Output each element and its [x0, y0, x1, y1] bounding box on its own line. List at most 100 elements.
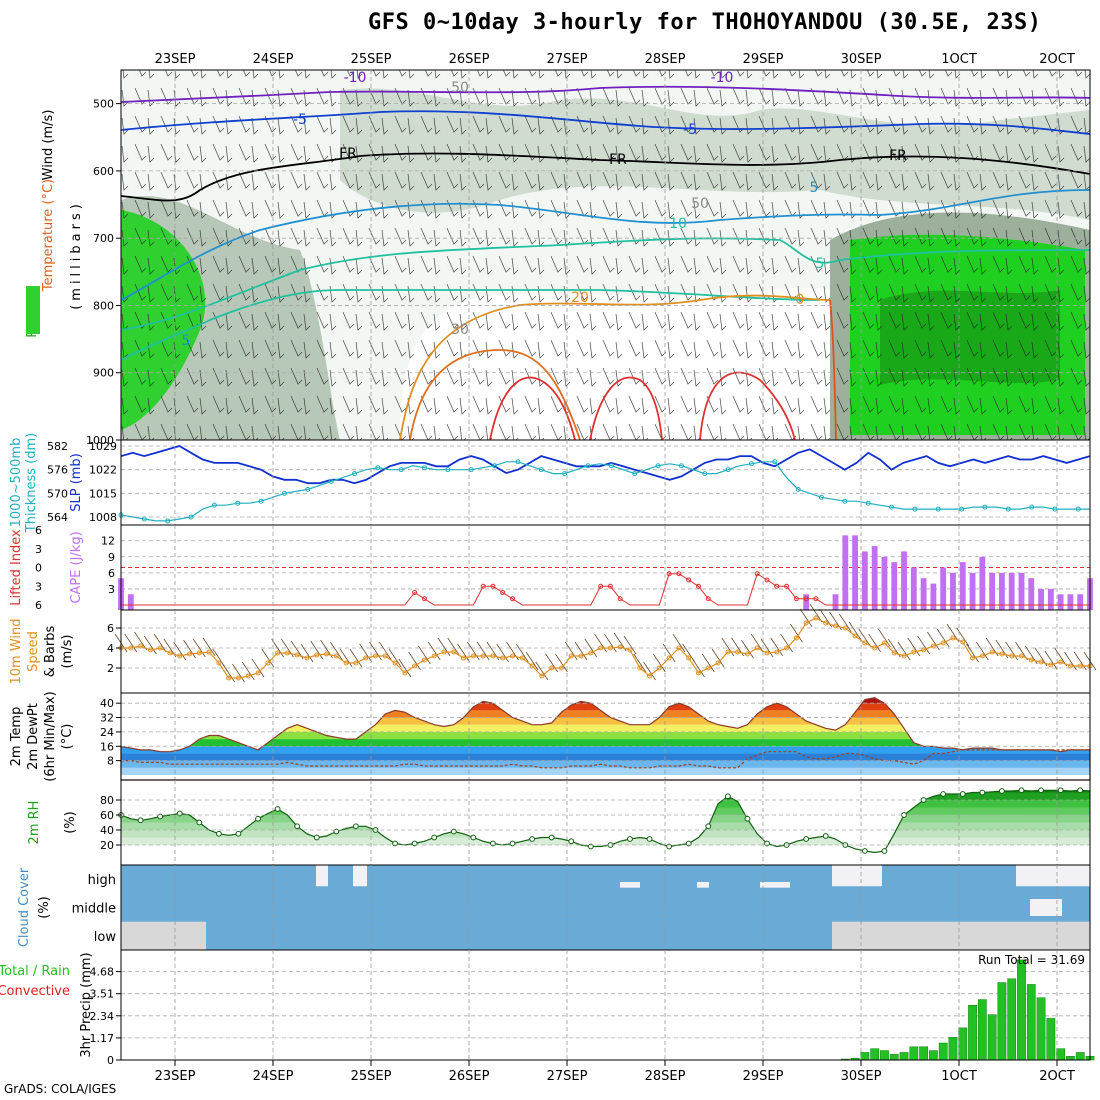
- rh-tick-label: 60: [100, 809, 114, 822]
- data-point: [822, 833, 829, 839]
- upper-tick-label: 700: [93, 232, 114, 245]
- wind-barb: [809, 603, 823, 623]
- precip-bar: [880, 1050, 889, 1061]
- rh-band: [121, 845, 1090, 860]
- temp-band: [121, 760, 1090, 768]
- high-cloud-gap: [760, 882, 790, 888]
- data-point: [275, 650, 281, 656]
- wind-barb: [535, 661, 549, 681]
- data-point: [813, 615, 819, 621]
- cape-bar: [832, 594, 839, 610]
- wind-barb: [848, 621, 862, 641]
- cape-bar: [1018, 572, 1025, 610]
- wind-barb: [447, 637, 461, 657]
- cape-bar: [989, 572, 996, 610]
- precip-bar: [1026, 984, 1036, 1061]
- data-point: [1029, 504, 1035, 510]
- wind-tick-label: 2: [107, 662, 114, 675]
- temperature-contour: [120, 289, 821, 361]
- wind-barb: [408, 651, 421, 671]
- data-point: [774, 583, 780, 589]
- wind-barb: [496, 643, 510, 663]
- data-point: [188, 514, 194, 520]
- wind-barb: [232, 663, 245, 683]
- data-point: [441, 649, 447, 655]
- wind-barb: [966, 643, 979, 663]
- data-point: [402, 670, 408, 676]
- panel-ylabel: (m/s): [60, 635, 75, 669]
- wind-barb: [427, 641, 441, 661]
- data-point: [607, 583, 613, 589]
- panel-ylabel: Wind (m/s): [41, 110, 56, 181]
- li-tick-label: 3: [35, 580, 42, 593]
- data-point: [328, 479, 334, 484]
- data-point: [421, 657, 427, 663]
- precip-bar: [1017, 959, 1026, 1061]
- panel-ylabel: & Barbs: [43, 626, 58, 678]
- temperature-contour: [120, 85, 1091, 103]
- data-point: [861, 848, 868, 854]
- wind-barb: [124, 633, 138, 653]
- data-point: [970, 655, 976, 661]
- date-label-bottom: 2OCT: [1039, 1069, 1075, 1084]
- slp-tick-label: 1015: [89, 487, 117, 500]
- wind-barb: [711, 648, 725, 668]
- cape-bar: [979, 556, 986, 610]
- date-label-top: 26SEP: [449, 52, 490, 67]
- rh-tick-label: 80: [100, 794, 114, 807]
- data-point: [702, 471, 708, 477]
- data-point: [519, 655, 525, 661]
- data-point: [137, 817, 144, 824]
- data-point: [803, 596, 809, 602]
- data-point: [1005, 506, 1011, 512]
- data-point: [678, 463, 684, 469]
- li-tick-label: 0: [35, 562, 42, 575]
- data-point: [813, 596, 819, 602]
- date-label-top: 28SEP: [645, 52, 686, 67]
- cape-bar: [920, 578, 927, 610]
- panel-ylabel: Convective: [0, 984, 70, 999]
- rh-band: [121, 822, 1090, 830]
- thick-tick-label: 570: [47, 487, 68, 500]
- data-point: [235, 500, 241, 506]
- cape-bar: [881, 556, 888, 610]
- data-point: [314, 652, 320, 658]
- wind-barb: [564, 641, 578, 661]
- data-point: [725, 649, 731, 655]
- data-point: [598, 645, 604, 651]
- wind-barb: [437, 637, 451, 657]
- temperature-contour: [399, 294, 831, 441]
- date-label-bottom: 28SEP: [645, 1069, 686, 1084]
- data-point: [666, 655, 672, 661]
- data-point: [646, 836, 653, 842]
- wind-barb: [584, 638, 598, 658]
- high-cloud-gap: [832, 865, 882, 887]
- wind-barb: [907, 637, 921, 657]
- cape-bar: [891, 562, 898, 610]
- data-point: [881, 848, 888, 854]
- wind-barb: [917, 635, 930, 655]
- data-point: [666, 571, 672, 577]
- data-point: [637, 665, 643, 671]
- date-label-top: 24SEP: [253, 52, 294, 67]
- thick-tick-label: 564: [47, 511, 68, 524]
- contour-label: FR: [609, 152, 627, 168]
- data-point: [585, 463, 591, 469]
- data-point: [490, 583, 496, 589]
- data-point: [324, 651, 330, 657]
- series-line-thickness: [120, 461, 1090, 522]
- data-point: [431, 653, 437, 659]
- temp-tick-label: 24: [100, 726, 114, 739]
- data-point: [1075, 506, 1081, 512]
- data-point: [795, 486, 801, 492]
- data-point: [492, 463, 498, 469]
- wind-barb: [310, 640, 324, 660]
- upper-tick-label: 800: [93, 299, 114, 312]
- precip-tick-label: 0: [107, 1054, 114, 1067]
- cape-tick-label: 6: [108, 567, 115, 580]
- data-point: [258, 498, 264, 504]
- wind-barb: [770, 637, 784, 657]
- panel-ylabel: (%): [37, 896, 52, 919]
- data-point: [617, 596, 623, 602]
- data-point: [333, 828, 340, 835]
